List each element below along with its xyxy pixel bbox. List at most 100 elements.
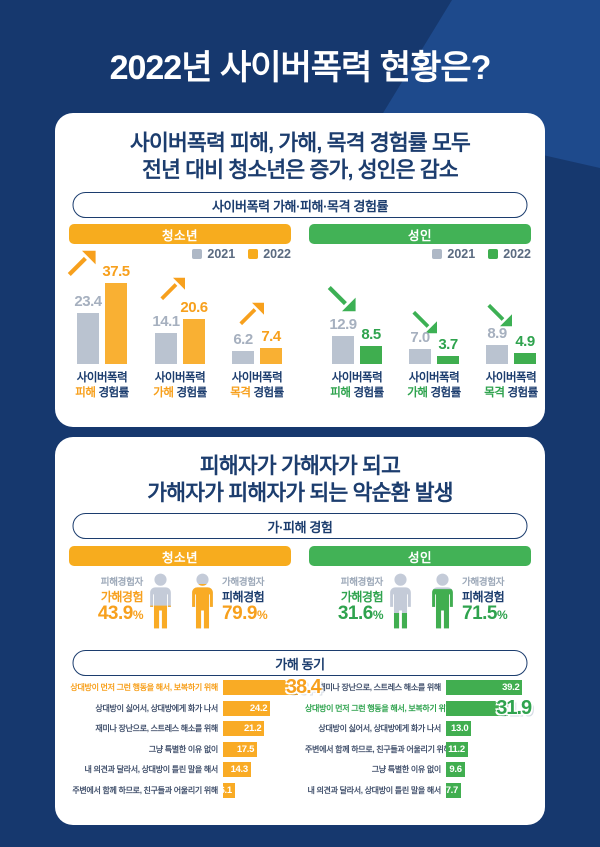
bar-pair-youth-witness: 6.2 7.4 [232,204,282,364]
bar-label: 사이버폭력 가해 경험률 [407,372,461,399]
motive-value-highlight: 38.4 [285,676,322,698]
bar-value-2021: 12.9 [329,316,357,334]
vicious-cycle-card: 피해자가 가해자가 되고 가해자가 피해자가 되는 악순환 발생 가·피해 경험… [55,437,545,825]
bar-2021 [77,313,99,364]
motive-row: 주변에서 함께 하므로, 친구들과 어울리기 위해 6.1 [63,782,321,798]
bar-value-2021: 14.1 [152,313,180,331]
motive-bar: 39.2 [446,680,523,695]
motive-bar: 17.5 [223,741,258,757]
person-icon [190,572,215,632]
poster-title: 2022년 사이버폭력 현황은? [109,49,492,87]
card2-heading-line2: 가해자가 피해자가 되는 악순환 발생 [147,481,453,505]
bar-pair-youth-offender: 14.1 20.6 [152,204,208,364]
bar-2021 [232,350,254,364]
legend-2022-label: 2022 [263,247,291,261]
trend-up-arrow-icon [239,302,264,326]
motive-row: 내 의견과 달라서, 상대방이 틀린 말을 해서 14.3 [63,762,321,777]
motive-bar: 11.2 [446,741,468,757]
legend-2022-swatch [248,249,259,259]
bar-2021 [409,348,431,364]
youth-motive-chart: 상대방이 먼저 그런 행동을 해서, 보복하기 위해 38.4 상대방이 싫어서… [63,676,322,803]
bar-2022 [514,353,536,364]
trend-up-arrow-icon [160,277,185,301]
bar-2022 [437,355,459,364]
bar-value-2021: 8.9 [487,324,507,342]
youth-victim-stat: 피해경험자 가해경험 43.9% [97,577,144,624]
card1-heading-line1: 사이버폭력 피해, 가해, 목격 경험률 모두 [130,131,471,155]
bar-value-2022: 37.5 [102,262,130,280]
youth-group-header: 청소년 [69,224,291,244]
youth-group-header: 청소년 [69,546,291,566]
motive-bar [223,680,298,695]
legend-2021-swatch [432,249,443,259]
bar-pair-adult-witness: 8.9 4.9 [486,204,536,364]
bar-label: 사이버폭력 피해 경험률 [330,372,384,399]
motive-bar: 13.0 [446,721,472,736]
bar-label: 사이버폭력 목격 경험률 [230,372,284,399]
motive-row: 주변에서 함께 하므로, 친구들과 어울리기 위해 11.2 [305,741,531,757]
motive-value-highlight: 31.9 [496,696,532,719]
adult-legend: 2021 2022 [407,247,531,261]
bar-value-2022: 8.5 [361,325,381,343]
card2-heading-line1: 피해자가 가해자가 되고 [199,454,401,478]
card2-section-pill-experience: 가·피해 경험 [72,513,528,539]
experience-rate-card: 사이버폭력 피해, 가해, 목격 경험률 모두 전년 대비 청소년은 증가, 성… [55,113,545,427]
card2-section-pill-motive: 가해 동기 [72,650,528,676]
trend-up-arrow-icon [67,250,96,277]
card1-section-pill: 사이버폭력 가해·피해·목격 경험률 [72,192,528,218]
card1-heading-line2: 전년 대비 청소년은 증가, 성인은 감소 [142,158,459,182]
bar-pair-adult-victim: 12.9 8.5 [329,204,382,364]
motive-row: 상대방이 싫어서, 상대방에게 화가 나서 13.0 [305,721,531,736]
bar-value-2021: 6.2 [233,330,253,348]
adult-offender-stat: 가해경험자 피해경험 71.5% [462,577,508,624]
bar-label: 사이버폭력 목격 경험률 [484,372,538,399]
bar-value-2021: 7.0 [410,328,430,346]
bar-pair-youth-victim: 23.4 37.5 [74,204,130,364]
bar-pair-adult-offender: 7.0 3.7 [409,204,459,364]
bar-value-2022: 20.6 [180,299,208,317]
motive-bar [446,700,509,716]
bar-2021 [332,336,354,364]
legend-2022-swatch [488,249,499,259]
person-icon [430,572,455,632]
bar-value-2022: 4.9 [515,333,535,351]
legend-2022-label: 2022 [503,247,531,261]
motive-bar: 6.1 [220,782,235,798]
motive-bar: 9.6 [446,762,465,777]
adult-group-header: 성인 [309,546,531,566]
person-icon [388,572,413,632]
motive-bar: 14.3 [223,762,251,777]
adult-victim-stat: 피해경험자 가해경험 31.6% [337,577,384,624]
bar-value-2022: 3.7 [438,335,458,353]
adult-group-header: 성인 [309,224,531,244]
motive-row: 그냥 특별한 이유 없이 17.5 [63,741,321,757]
motive-row: 재미나 장난으로, 스트레스 해소를 위해 39.2 [305,680,531,695]
motive-row: 내 의견과 달라서, 상대방이 틀린 말을 해서 7.7 [305,782,531,798]
youth-offender-stat: 가해경험자 피해경험 79.9% [222,577,268,624]
bar-2021 [486,344,508,364]
bar-value-2022: 7.4 [261,327,281,345]
motive-row: 재미나 장난으로, 스트레스 해소를 위해 21.2 [63,721,321,736]
trend-down-arrow-icon [412,310,437,334]
bar-2021 [155,333,177,364]
trend-down-arrow-icon [487,303,512,327]
motive-bar: 24.2 [223,700,271,716]
motive-bar: 21.2 [223,721,265,736]
legend-2021-swatch [192,249,203,259]
bar-2022 [360,345,382,364]
bar-2022 [105,282,127,364]
motive-row: 그냥 특별한 이유 없이 9.6 [305,762,531,777]
youth-legend: 2021 2022 [167,247,291,261]
legend-2021-label: 2021 [207,247,236,261]
motive-bar: 7.7 [446,782,461,798]
legend-2021-label: 2021 [447,247,476,261]
bar-2022 [183,319,205,364]
bar-value-2021: 23.4 [74,293,102,311]
motive-row: 상대방이 싫어서, 상대방에게 화가 나서 24.2 [63,700,321,716]
person-icon [148,572,173,632]
bar-2022 [260,347,282,364]
motive-row: 상대방이 먼저 그런 행동을 해서, 보복하기 위해 31.9 [305,696,532,719]
motive-row: 상대방이 먼저 그런 행동을 해서, 보복하기 위해 38.4 [70,676,321,698]
adult-motive-chart: 재미나 장난으로, 스트레스 해소를 위해 39.2 상대방이 먼저 그런 행동… [305,680,532,803]
